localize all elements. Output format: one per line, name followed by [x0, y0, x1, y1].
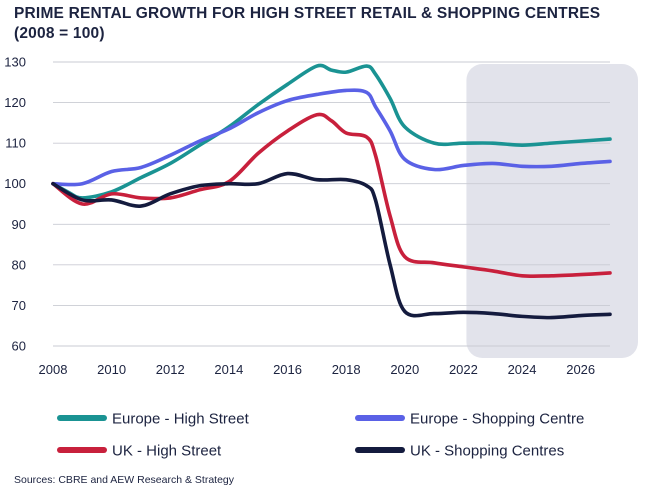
chart-title-line-2: (2008 = 100): [14, 25, 105, 42]
legend-label-europe-high-street: Europe - High Street: [112, 411, 250, 428]
series-line-uk-shopping-centres: [51, 171, 612, 320]
y-tick-label: 120: [4, 95, 26, 110]
y-tick-label: 100: [4, 176, 26, 191]
grid-layer: [53, 61, 610, 347]
x-tick-label: 2014: [214, 362, 243, 377]
x-tick-label: 2026: [566, 362, 595, 377]
y-tick-label: 60: [12, 339, 26, 354]
chart-title: PRIME RENTAL GROWTH FOR HIGH STREET RETA…: [14, 4, 600, 44]
y-tick-label: 110: [5, 136, 26, 151]
forecast-shade-layer: [466, 64, 638, 358]
y-tick-label: 80: [12, 257, 26, 272]
legend-label-uk-shopping-centres: UK - Shopping Centres: [410, 443, 564, 460]
legend-label-uk-high-street: UK - High Street: [112, 443, 222, 460]
x-tick-label: 2016: [273, 362, 302, 377]
x-tick-label: 2024: [508, 362, 537, 377]
chart-title-line-1: PRIME RENTAL GROWTH FOR HIGH STREET RETA…: [14, 5, 601, 22]
x-tick-label: 2012: [156, 362, 185, 377]
forecast-shaded-region: [466, 64, 638, 358]
axis-layer: 60 70 80 90 100 110 120 130 2008 2010 2012 2014 2016…: [4, 55, 595, 378]
legend-label-europe-shopping-centre: Europe - Shopping Centre: [410, 411, 584, 428]
legend: Europe - High Street Europe - Shopping Ce…: [57, 411, 584, 460]
y-tick-label: 70: [12, 298, 26, 313]
y-tick-label: 130: [4, 55, 26, 70]
series-line-europe-shopping-centre: [51, 88, 612, 187]
x-tick-label: 2022: [449, 362, 478, 377]
source-note: Sources: CBRE and AEW Research & Strateg…: [14, 474, 235, 486]
y-tick-label: 90: [12, 217, 26, 232]
series-line-europe-high-street: [51, 63, 612, 200]
x-tick-label: 2020: [390, 362, 419, 377]
x-tick-label: 2018: [332, 362, 361, 377]
x-tick-label: 2010: [97, 362, 126, 377]
series-layer: [51, 63, 612, 320]
x-tick-label: 2008: [39, 362, 68, 377]
